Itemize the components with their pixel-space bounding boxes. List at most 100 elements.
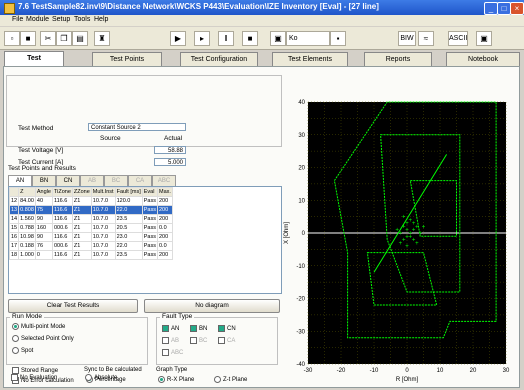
run-icon[interactable]: ▣ xyxy=(270,31,286,46)
pause-icon[interactable]: ‖ xyxy=(218,31,234,46)
tab-test-points[interactable]: Test Points xyxy=(92,52,162,66)
subtab-ca[interactable]: CA xyxy=(128,175,152,186)
subtab-bc[interactable]: BC xyxy=(104,175,128,186)
column-header[interactable]: ZZone xyxy=(71,187,92,197)
apply-icon[interactable]: ▪ xyxy=(330,31,346,46)
table-cell: 10.7.0 xyxy=(90,232,116,242)
fault-type-ab[interactable]: AB xyxy=(162,337,179,344)
play-icon[interactable]: ▶ xyxy=(170,31,186,46)
graph-type-zt[interactable]: Z-t Plane xyxy=(214,376,247,383)
table-cell: 90 xyxy=(34,214,53,224)
z-calc-absolute[interactable]: Absolute xyxy=(85,374,117,381)
test-points-table[interactable]: Z Angle TiZone ZZone Mult.Inst Fault [ms] Eval… xyxy=(8,186,282,294)
fault-type-ca[interactable]: CA xyxy=(218,337,235,344)
menu-file[interactable]: File xyxy=(12,16,24,23)
test-point: + xyxy=(422,224,426,230)
table-cell: 10.7.0 xyxy=(90,250,116,260)
table-cell: 84.00 xyxy=(18,196,36,206)
test-method-label: Test Method xyxy=(18,125,54,132)
no-evaluation-checkbox[interactable]: No Evaluation xyxy=(11,374,57,381)
run-mode-option-selected[interactable]: Selected Point Only xyxy=(12,335,74,342)
table-row[interactable]: 13 0.808 75 116.6 Z1 10.7.0 22.0 Pass 200 xyxy=(9,205,173,215)
stop-icon[interactable]: ■ xyxy=(242,31,258,46)
subtab-cn[interactable]: CN xyxy=(56,175,80,186)
z-calc-label: Percentage xyxy=(95,377,126,384)
paste-icon[interactable]: ▤ xyxy=(72,31,88,46)
y-tick-label: 10 xyxy=(298,198,305,204)
mode-button[interactable]: BIW xyxy=(398,31,416,46)
column-header[interactable]: Mult.Inst xyxy=(90,187,116,197)
tab-test-configuration[interactable]: Test Configuration xyxy=(180,52,258,66)
fault-type-bc[interactable]: BC xyxy=(190,337,207,344)
minimize-icon[interactable]: _ xyxy=(484,2,498,15)
tab-notebook[interactable]: Notebook xyxy=(446,52,520,66)
column-header[interactable] xyxy=(9,187,20,197)
new-icon[interactable]: ▫ xyxy=(4,31,20,46)
subtab-abc[interactable]: ABC xyxy=(152,175,176,186)
menu-help[interactable]: Help xyxy=(94,16,109,23)
test-point: + xyxy=(402,224,406,230)
fault-type-an[interactable]: AN xyxy=(162,325,179,332)
y-tick-label: 0 xyxy=(302,231,306,237)
subtab-bn[interactable]: BN xyxy=(32,175,56,186)
signal-icon[interactable]: ≈ xyxy=(418,31,434,46)
run-mode-option-multi[interactable]: Multi-point Mode xyxy=(12,323,65,330)
run-mode-option-spot[interactable]: Spot xyxy=(12,347,33,354)
table-row[interactable]: 14 1.560 90 116.6 Z1 10.7.0 23.5 Pass 200 xyxy=(9,214,173,224)
column-header[interactable]: Angle xyxy=(34,187,53,197)
checkbox-label: No Error calculation xyxy=(21,378,74,385)
table-cell: 200 xyxy=(156,205,173,215)
monitor-icon[interactable]: ▣ xyxy=(476,31,492,46)
subtab-an[interactable]: AN xyxy=(8,175,32,186)
test-method-field[interactable]: Constant Source 2 xyxy=(88,123,186,131)
menu-setup[interactable]: Setup xyxy=(52,16,71,23)
menu-tools[interactable]: Tools xyxy=(74,16,91,23)
table-header: Z Angle TiZone ZZone Mult.Inst Fault [ms] Eval… xyxy=(9,187,173,197)
graph-type-rx[interactable]: R-X Plane xyxy=(158,376,194,383)
tab-test[interactable]: Test xyxy=(4,51,64,67)
x-tick-label: -10 xyxy=(370,368,379,374)
column-header[interactable]: Fault [ms] xyxy=(114,187,143,197)
save-icon[interactable]: ■ xyxy=(20,31,36,46)
tab-test-elements[interactable]: Test Elements xyxy=(272,52,348,66)
column-header[interactable]: TiZone xyxy=(51,187,73,197)
table-row[interactable]: 15 0.788 160 000.6 Z1 10.7.0 20.5 Pass 0.0 xyxy=(9,223,173,233)
tab-reports[interactable]: Reports xyxy=(364,52,432,66)
table-row[interactable]: 16 10.98 90 116.6 Z1 10.7.0 23.0 Pass 200 xyxy=(9,232,173,242)
cut-icon[interactable]: ✂ xyxy=(40,31,56,46)
graph-type-label: Z-t Plane xyxy=(223,377,248,384)
table-cell: 23.5 xyxy=(114,250,143,260)
table-cell: 116.6 xyxy=(51,214,73,224)
window-title: 7.6 TestSample82.inv\9\Distance Network\… xyxy=(18,2,379,11)
maximize-icon[interactable]: □ xyxy=(497,2,511,15)
impedance-chart[interactable]: ++++++++++++++++++++-30 -20 -10 0 10 20 304030… xyxy=(282,96,514,384)
table-row[interactable]: 18 1.000 0 116.6 Z1 10.7.0 23.5 Pass 200 xyxy=(9,250,173,260)
x-tick-label: 20 xyxy=(470,368,477,374)
table-cell: 116.6 xyxy=(51,250,73,260)
subtab-ab[interactable]: AB xyxy=(80,175,104,186)
fault-type-abc[interactable]: ABC xyxy=(162,349,183,356)
table-row[interactable]: 12 84.00 40 116.6 Z1 10.7.0 120.0 Pass 200 xyxy=(9,196,173,206)
clear-test-results-button[interactable]: Clear Test Results xyxy=(8,299,138,313)
no-diagram-button[interactable]: No diagram xyxy=(144,299,280,313)
y-tick-label: -20 xyxy=(296,297,305,303)
fault-type-bn[interactable]: BN xyxy=(190,325,207,332)
fault-type-cn[interactable]: CN xyxy=(218,325,236,332)
column-header[interactable]: Max. xyxy=(156,187,173,197)
table-cell: 13 xyxy=(9,205,20,215)
table-cell: 120.0 xyxy=(114,196,143,206)
fault-type-label: BC xyxy=(199,338,208,345)
binoculars-icon[interactable]: ♜ xyxy=(94,31,110,46)
step-icon[interactable]: ▸ xyxy=(194,31,210,46)
column-header[interactable]: Eval xyxy=(141,187,158,197)
copy-icon[interactable]: ❐ xyxy=(56,31,72,46)
close-icon[interactable]: × xyxy=(510,2,524,15)
ascii-button[interactable]: ASCII xyxy=(448,31,468,46)
stored-range-checkbox[interactable]: Stored Range xyxy=(12,367,58,374)
table-cell: 116.6 xyxy=(51,196,73,206)
table-row[interactable]: 17 0.188 76 000.6 Z1 10.7.0 22.0 Pass 0.0 xyxy=(9,241,173,251)
combo-select[interactable]: Ko xyxy=(286,31,330,46)
table-cell: Z1 xyxy=(71,196,92,206)
menu-module[interactable]: Module xyxy=(26,16,49,23)
column-header[interactable]: Z xyxy=(18,187,36,197)
